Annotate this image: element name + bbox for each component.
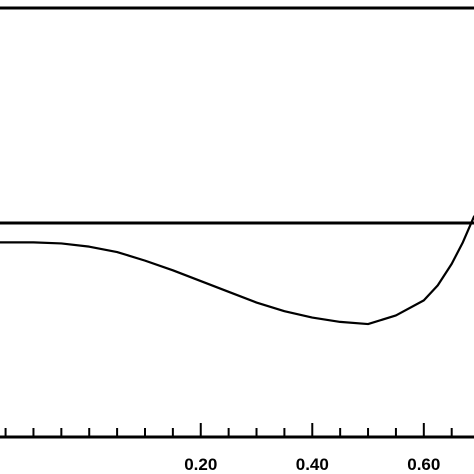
- reference-lines: [0, 6, 474, 225]
- series-line-0: [0, 215, 474, 326]
- x-axis: 0.20 0.40 0.60: [0, 423, 474, 474]
- series-layer: [0, 215, 474, 326]
- x-tick-labels: 0.20 0.40 0.60: [184, 455, 440, 474]
- x-tick-label: 0.40: [296, 455, 329, 474]
- x-ticks: [4, 423, 453, 437]
- x-tick-label: 0.20: [184, 455, 217, 474]
- x-tick-label: 0.60: [407, 455, 440, 474]
